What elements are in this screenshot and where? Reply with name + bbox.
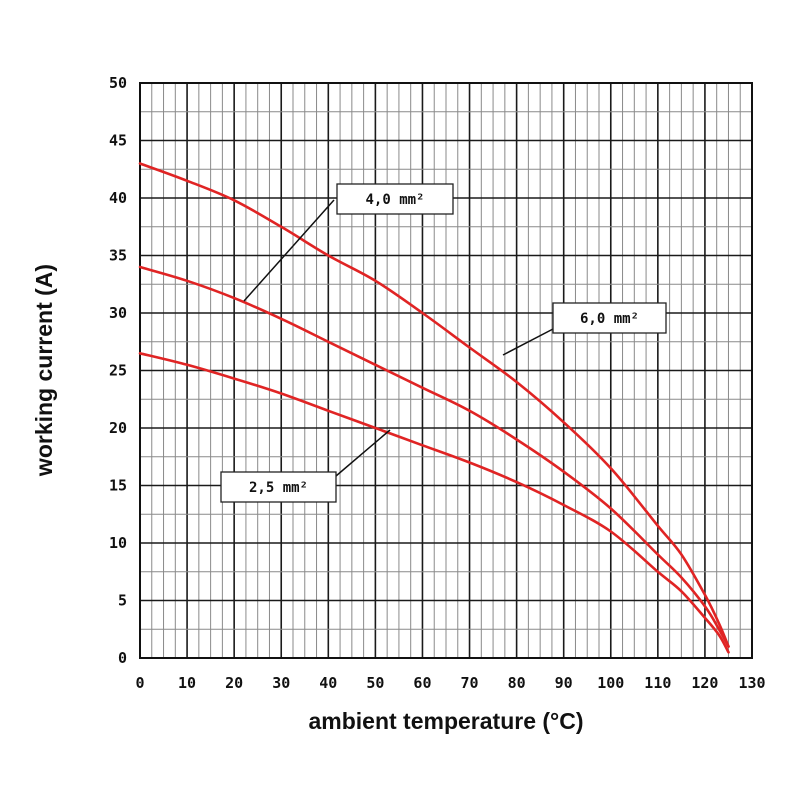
y-tick-label: 25 <box>109 362 127 380</box>
x-axis-title: ambient temperature (°C) <box>308 708 583 734</box>
x-tick-label: 120 <box>691 674 718 692</box>
grid <box>140 83 752 658</box>
y-tick-label: 0 <box>118 649 127 667</box>
series-label-2-5mm2: 2,5 mm² <box>249 480 308 496</box>
y-tick-label: 40 <box>109 189 127 207</box>
y-tick-label: 45 <box>109 132 127 150</box>
x-tick-label: 0 <box>135 674 144 692</box>
x-tick-label: 10 <box>178 674 196 692</box>
y-tick-label: 50 <box>109 74 127 92</box>
y-tick-label: 35 <box>109 247 127 265</box>
y-axis-title: working current (A) <box>31 264 57 477</box>
x-tick-label: 90 <box>555 674 573 692</box>
x-tick-label: 40 <box>319 674 337 692</box>
y-axis-ticks: 0 5 10 15 20 25 30 35 40 45 50 <box>109 74 127 667</box>
annotations: 4,0 mm² 6,0 mm² 2,5 mm² <box>220 183 667 503</box>
leader-line-6mm2 <box>502 328 554 356</box>
series-line-4mm2 <box>138 162 730 648</box>
leader-line-4mm2 <box>243 199 335 302</box>
y-tick-label: 5 <box>118 592 127 610</box>
x-tick-label: 70 <box>461 674 479 692</box>
leader-line-2-5mm2 <box>335 429 391 477</box>
series-line-6mm2 <box>138 265 730 648</box>
plot-frame <box>139 82 753 659</box>
x-tick-label: 110 <box>644 674 671 692</box>
label-box-4mm2 <box>336 183 454 215</box>
label-box-6mm2 <box>552 302 667 334</box>
x-tick-label: 30 <box>272 674 290 692</box>
x-tick-label: 60 <box>413 674 431 692</box>
y-tick-label: 20 <box>109 419 127 437</box>
x-tick-label: 50 <box>366 674 384 692</box>
x-tick-label: 80 <box>508 674 526 692</box>
series-label-6mm2: 6,0 mm² <box>580 311 639 327</box>
label-box-2-5mm2 <box>220 471 337 503</box>
y-tick-label: 15 <box>109 477 127 495</box>
series-label-4mm2: 4,0 mm² <box>365 192 424 208</box>
x-tick-label: 20 <box>225 674 243 692</box>
x-tick-label: 100 <box>597 674 624 692</box>
y-tick-label: 10 <box>109 534 127 552</box>
series <box>138 162 730 654</box>
x-tick-label: 130 <box>738 674 765 692</box>
x-axis-ticks: 0 10 20 30 40 50 60 70 80 90 100 110 120 130 <box>135 674 765 692</box>
series-line-2-5mm2 <box>138 352 730 654</box>
y-tick-label: 30 <box>109 304 127 322</box>
